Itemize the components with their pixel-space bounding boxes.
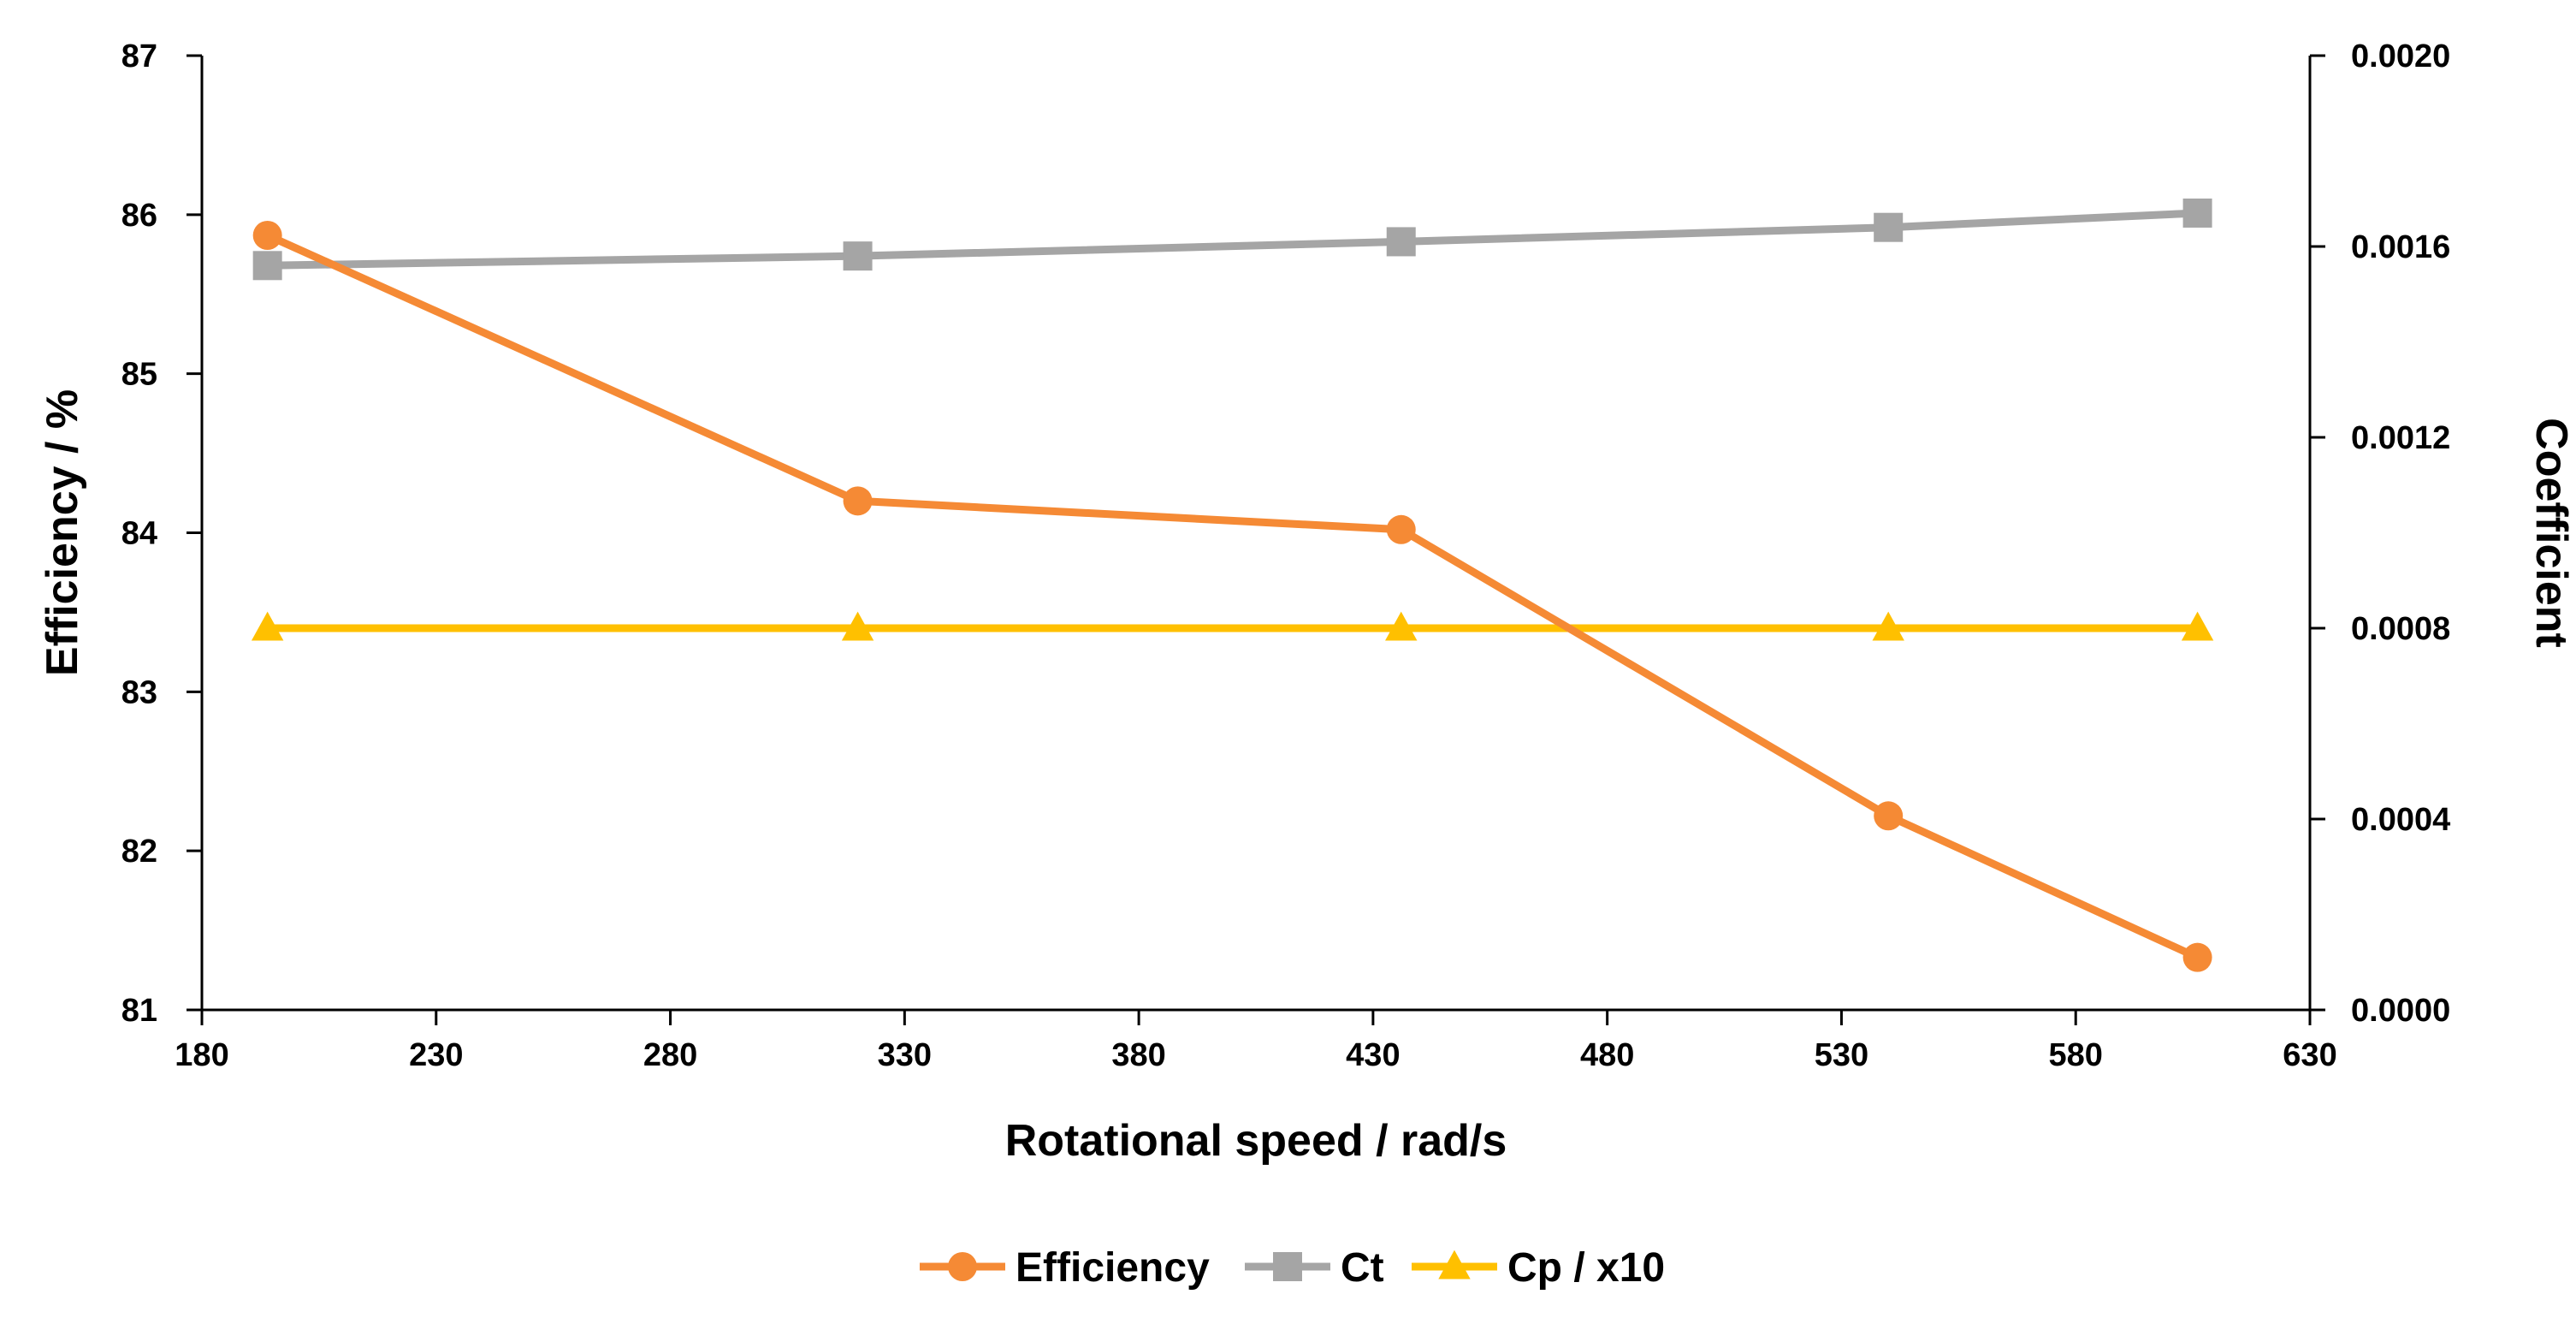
y-left-tick-label: 81: [121, 993, 157, 1029]
y-left-tick-label: 87: [121, 39, 157, 74]
series-layer: [251, 198, 2214, 972]
x-tick-label: 280: [643, 1037, 697, 1073]
data-point: [1874, 212, 1904, 242]
legend-item: Efficiency: [920, 1245, 1210, 1291]
y-axis-left-title: Efficiency / %: [38, 389, 87, 676]
series-ct: [252, 198, 2212, 281]
data-point: [1386, 227, 1416, 257]
data-point: [843, 241, 873, 271]
y-left-tick-label: 84: [121, 516, 157, 552]
legend-item: Cp / x10: [1412, 1245, 1665, 1291]
data-point: [1872, 611, 1904, 641]
y-right-tick-label: 0.0016: [2351, 229, 2450, 265]
y-left-tick-label: 83: [121, 674, 157, 710]
legend-label: Efficiency: [1016, 1245, 1210, 1291]
legend-marker: [1438, 1250, 1471, 1279]
y-left-tick-label: 86: [121, 198, 157, 234]
y-right-tick-label: 0.0008: [2351, 611, 2450, 647]
y-right-tick-label: 0.0012: [2351, 420, 2450, 456]
data-point: [1385, 611, 1418, 641]
data-point: [252, 251, 282, 281]
y-left-tick-label: 82: [121, 834, 157, 870]
axes: 180 230 280 330 380 430 480 530 580 630 81 82 83 84 85…: [38, 39, 2576, 1166]
data-point: [251, 611, 284, 641]
series-line: [264, 209, 2202, 270]
legend: Efficiency Ct Cp / x10: [920, 1245, 1665, 1291]
data-point: [841, 611, 874, 641]
y-right-tick-label: 0.0020: [2351, 39, 2450, 74]
x-tick-label: 330: [878, 1037, 932, 1073]
legend-marker: [1273, 1252, 1302, 1281]
data-point: [1874, 801, 1904, 831]
data-point: [1386, 514, 1416, 544]
x-tick-label: 630: [2283, 1037, 2336, 1073]
legend-item: Ct: [1245, 1245, 1384, 1291]
y-axis-right-title: Coefficient: [2526, 418, 2576, 648]
x-tick-label: 580: [2049, 1037, 2103, 1073]
series-line: [264, 231, 2202, 962]
y-right-tick-label: 0.0004: [2351, 802, 2450, 838]
data-point: [843, 486, 873, 516]
x-tick-label: 530: [1815, 1037, 1868, 1073]
series-efficiency: [252, 220, 2212, 972]
data-point: [2182, 942, 2212, 972]
x-tick-label: 430: [1346, 1037, 1400, 1073]
x-axis-title: Rotational speed / rad/s: [1005, 1116, 1507, 1166]
x-tick-label: 230: [409, 1037, 463, 1073]
x-tick-label: 380: [1111, 1037, 1165, 1073]
data-point: [2181, 611, 2214, 641]
data-point: [2182, 198, 2212, 228]
legend-label: Cp / x10: [1507, 1245, 1665, 1291]
data-point: [252, 220, 282, 250]
legend-marker: [948, 1252, 977, 1281]
y-right-tick-label: 0.0000: [2351, 993, 2450, 1029]
y-left-tick-label: 85: [121, 357, 157, 393]
x-tick-label: 480: [1580, 1037, 1634, 1073]
series-cp-x10: [251, 611, 2214, 641]
x-tick-label: 180: [175, 1037, 228, 1073]
legend-label: Ct: [1341, 1245, 1384, 1291]
